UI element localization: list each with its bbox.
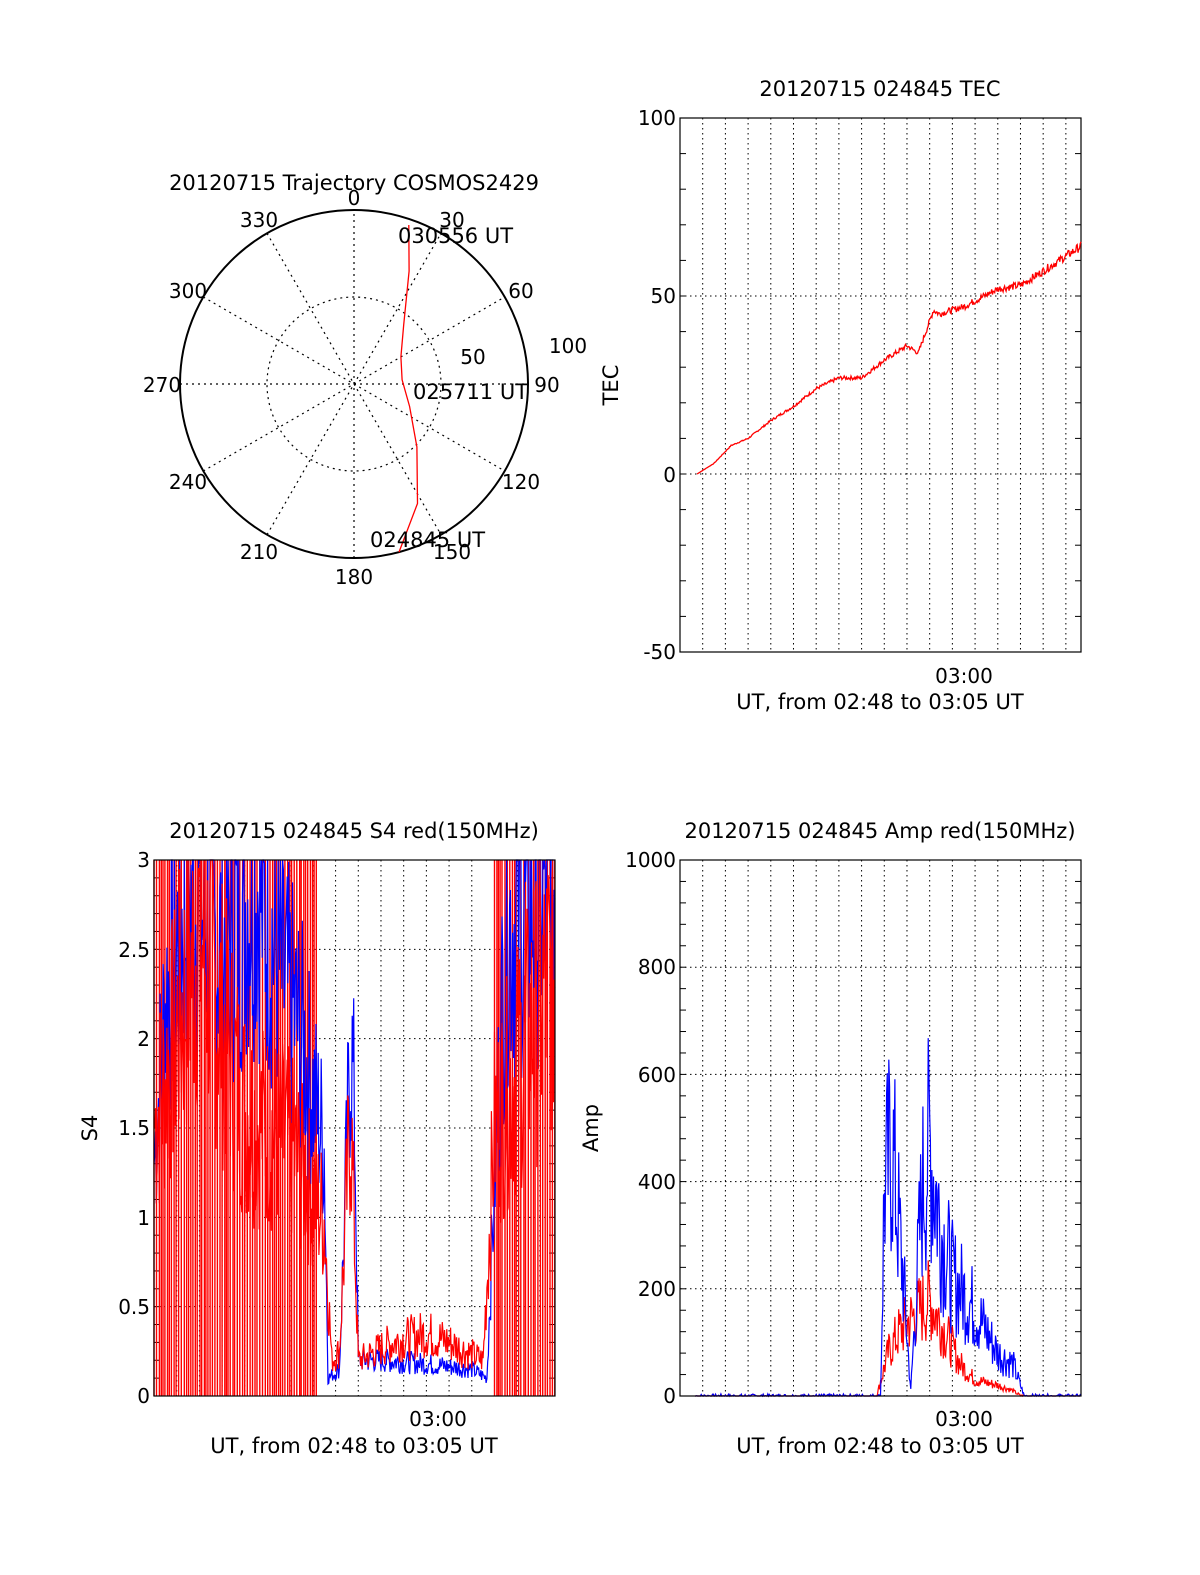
amp-ytick: 0 — [663, 1384, 676, 1408]
azimuth-label: 300 — [169, 279, 207, 303]
amp-ytick: 200 — [638, 1277, 676, 1301]
tec-minor-ticks — [680, 117, 1081, 653]
tec-series-line — [696, 241, 1082, 475]
tec-xtick: 03:00 — [935, 664, 993, 688]
amp-ylabel: Amp — [579, 1104, 603, 1152]
azimuth-label: 270 — [143, 373, 181, 397]
s4-ytick: 2.5 — [118, 938, 150, 962]
azimuth-label: 60 — [508, 279, 533, 303]
amp-frame — [679, 859, 1082, 1397]
tec-ytick: 0 — [663, 463, 676, 487]
amp-red-series-line — [695, 1260, 1082, 1398]
polar-title: 20120715 Trajectory COSMOS2429 — [169, 171, 539, 195]
s4-ytick: 2 — [137, 1027, 150, 1051]
s4-ytick: 1.5 — [118, 1116, 150, 1140]
s4-ytick: 3 — [137, 848, 150, 872]
tec-ylabel: TEC — [599, 365, 623, 407]
tec-ytick: 100 — [638, 106, 676, 130]
tec-frame — [679, 117, 1082, 653]
radial-label-100: 100 — [549, 334, 587, 358]
amp-panel: 20120715 024845 Amp red(150MHz) 0 200 40… — [579, 819, 1082, 1458]
s4-red-series-line — [153, 859, 556, 1372]
s4-ytick: 0.5 — [118, 1295, 150, 1319]
azimuth-label: 180 — [335, 565, 373, 589]
tec-grid — [680, 118, 1081, 652]
radial-label-50: 50 — [460, 345, 485, 369]
s4-panel: 20120715 024845 S4 red(150MHz) 0 0.5 1 1… — [78, 819, 556, 1458]
s4-frame — [153, 859, 556, 1397]
trajectory-polar-panel: 20120715 Trajectory COSMOS2429 0 30 60 9… — [143, 171, 587, 589]
track-end-label: 030556 UT — [398, 224, 513, 248]
s4-ytick: 1 — [137, 1206, 150, 1230]
azimuth-label: 0 — [348, 186, 361, 210]
s4-blue-series-line — [153, 859, 556, 1386]
satellite-track-line — [398, 224, 419, 553]
tec-panel: 20120715 024845 TEC -50 0 50 100 03:00 U… — [599, 77, 1082, 714]
amp-xtick: 03:00 — [935, 1407, 993, 1431]
polar-spokes — [180, 210, 528, 558]
polar-azimuth-labels: 0 30 60 90 120 150 180 210 240 270 300 3… — [143, 186, 560, 589]
azimuth-label: 120 — [502, 470, 540, 494]
amp-ytick: 400 — [638, 1170, 676, 1194]
s4-title: 20120715 024845 S4 red(150MHz) — [169, 819, 539, 843]
s4-xtick: 03:00 — [409, 1407, 467, 1431]
azimuth-label: 210 — [240, 540, 278, 564]
amp-ytick: 800 — [638, 955, 676, 979]
amp-ytick: 1000 — [625, 848, 676, 872]
track-mid-label: 025711 UT — [413, 380, 528, 404]
tec-xlabel: UT, from 02:48 to 03:05 UT — [736, 690, 1024, 714]
polar-ring-50 — [266, 296, 442, 472]
track-start-label: 024845 UT — [370, 528, 485, 552]
s4-ytick: 0 — [137, 1384, 150, 1408]
azimuth-label: 150 — [433, 540, 471, 564]
tec-ytick: 50 — [651, 284, 676, 308]
amp-title: 20120715 024845 Amp red(150MHz) — [684, 819, 1075, 843]
amp-ytick: 600 — [638, 1063, 676, 1087]
azimuth-label: 240 — [169, 470, 207, 494]
azimuth-label: 330 — [240, 208, 278, 232]
tec-title: 20120715 024845 TEC — [759, 77, 1000, 101]
azimuth-label: 30 — [439, 208, 464, 232]
azimuth-label: 90 — [534, 373, 559, 397]
amp-xlabel: UT, from 02:48 to 03:05 UT — [736, 1434, 1024, 1458]
s4-ylabel: S4 — [78, 1115, 102, 1142]
amp-grid — [680, 860, 1081, 1396]
tec-ytick: -50 — [643, 640, 676, 664]
s4-xlabel: UT, from 02:48 to 03:05 UT — [210, 1434, 498, 1458]
polar-spoke — [266, 233, 442, 535]
